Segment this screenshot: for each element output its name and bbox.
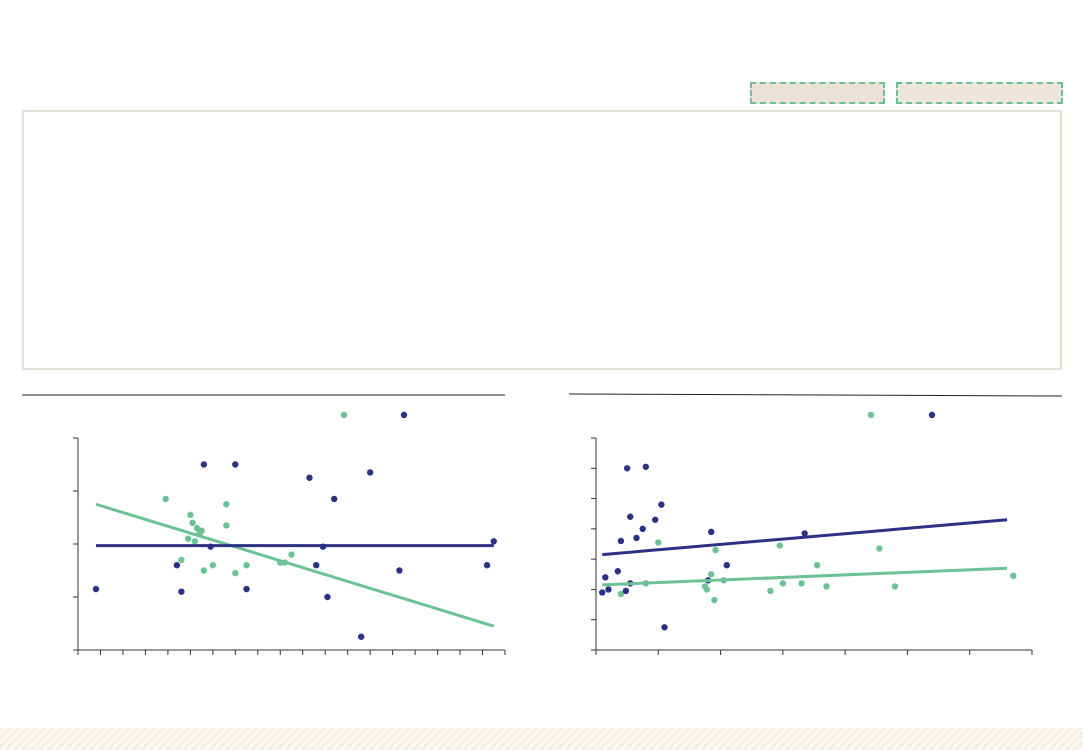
data-point-s1-13 xyxy=(243,562,250,569)
data-point-s2-18 xyxy=(723,562,730,569)
data-point-s1-11 xyxy=(223,522,230,529)
data-point-s2-2 xyxy=(173,562,181,569)
trendline-series-1 xyxy=(602,566,1008,587)
data-point-s1-18 xyxy=(1010,572,1017,579)
data-point-s1-2 xyxy=(187,511,194,519)
data-point-s2-7 xyxy=(243,585,250,593)
data-point-s1-11 xyxy=(776,542,783,549)
chart-top-rule xyxy=(568,393,1063,397)
data-point-s1-8 xyxy=(200,567,208,574)
data-point-s1-7 xyxy=(198,527,205,534)
data-point-s1-17 xyxy=(178,556,185,564)
data-point-s2-9 xyxy=(313,562,320,569)
data-point-s1-1 xyxy=(162,495,169,503)
data-point-s2-1 xyxy=(92,585,100,593)
legend-marker-2 xyxy=(400,411,408,419)
data-point-s1-17 xyxy=(891,583,899,590)
data-point-s2-6 xyxy=(232,461,239,468)
data-point-s2-1 xyxy=(599,589,606,596)
data-point-s1-3 xyxy=(655,539,662,546)
scatter-chart-left xyxy=(22,394,506,655)
data-point-s2-14 xyxy=(658,501,665,508)
data-point-s2-13 xyxy=(357,633,365,640)
data-point-s1-6 xyxy=(191,538,199,545)
data-point-s2-3 xyxy=(605,586,612,593)
legend-marker-1 xyxy=(340,411,348,419)
data-point-s1-14 xyxy=(813,562,821,569)
data-point-s2-10 xyxy=(633,534,640,542)
data-point-s2-17 xyxy=(708,528,715,536)
data-point-s1-7 xyxy=(711,596,718,604)
legend-marker-2 xyxy=(928,411,936,419)
data-point-s1-8 xyxy=(712,546,719,554)
data-point-s2-15 xyxy=(661,624,668,631)
data-point-s2-3 xyxy=(178,588,185,595)
data-point-s1-1 xyxy=(617,590,625,598)
data-point-s2-11 xyxy=(639,525,646,533)
data-point-s1-12 xyxy=(779,580,787,587)
data-point-s1-4 xyxy=(189,519,196,526)
data-point-s2-9 xyxy=(627,513,634,520)
data-point-s2-14 xyxy=(366,469,374,476)
footer-band xyxy=(0,728,1083,750)
data-point-s1-6 xyxy=(708,571,715,578)
data-point-s1-15 xyxy=(823,583,830,590)
data-point-s1-18 xyxy=(184,535,192,542)
data-point-s1-9 xyxy=(209,562,217,569)
data-point-s2-13 xyxy=(651,516,659,523)
legend-marker-1 xyxy=(867,411,875,419)
trendline-series-1 xyxy=(95,502,495,628)
data-point-s2-8 xyxy=(623,465,631,472)
data-point-s1-10 xyxy=(767,587,774,595)
trendline-series-2 xyxy=(602,518,1008,557)
data-point-s2-8 xyxy=(306,474,313,481)
scatter-chart-right xyxy=(568,393,1063,655)
data-point-s2-5 xyxy=(617,537,625,545)
data-point-s2-4 xyxy=(200,461,208,468)
data-point-s2-2 xyxy=(602,574,609,581)
data-point-s2-4 xyxy=(614,568,621,575)
data-point-s2-11 xyxy=(324,593,331,601)
data-point-s2-6 xyxy=(622,587,630,595)
data-point-s2-12 xyxy=(642,463,650,470)
data-point-s1-5 xyxy=(703,586,711,593)
description-panel xyxy=(22,110,1062,370)
data-point-s2-17 xyxy=(490,538,497,545)
data-point-s1-16 xyxy=(288,551,295,558)
data-point-s1-12 xyxy=(232,569,239,577)
data-point-s2-12 xyxy=(331,495,338,503)
data-point-s1-16 xyxy=(876,545,883,552)
view-toggle-button-b[interactable] xyxy=(896,82,1063,104)
data-point-s2-15 xyxy=(396,567,403,574)
data-point-s2-16 xyxy=(483,562,491,569)
data-point-s1-10 xyxy=(223,501,230,508)
data-point-s2-19 xyxy=(801,530,808,537)
view-toggle-button-a[interactable] xyxy=(750,82,885,104)
data-point-s1-13 xyxy=(798,580,805,587)
